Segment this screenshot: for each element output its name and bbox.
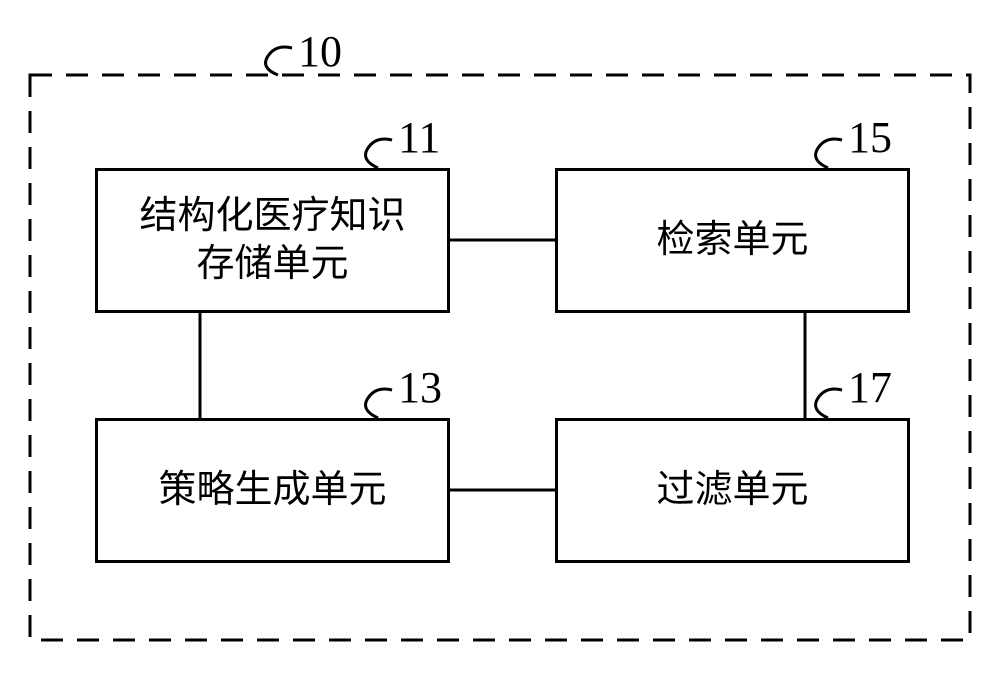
ref-label-17: 17 — [848, 362, 892, 413]
ref-label-11: 11 — [398, 112, 440, 163]
box-13-label: 策略生成单元 — [158, 467, 386, 515]
box-13-strategy-unit: 策略生成单元 — [95, 418, 450, 563]
ref-label-13: 13 — [398, 362, 442, 413]
box-15-retrieval-unit: 检索单元 — [555, 168, 910, 313]
lead-10 — [266, 47, 292, 75]
diagram-canvas: 结构化医疗知识 存储单元 检索单元 策略生成单元 过滤单元 10 11 15 1… — [0, 0, 1000, 675]
box-11-storage-unit: 结构化医疗知识 存储单元 — [95, 168, 450, 313]
lead-11 — [366, 139, 392, 168]
box-17-filter-unit: 过滤单元 — [555, 418, 910, 563]
ref-label-10: 10 — [298, 26, 342, 77]
box-15-label: 检索单元 — [656, 217, 808, 265]
lead-15 — [816, 139, 842, 168]
ref-label-15: 15 — [848, 112, 892, 163]
lead-13 — [366, 389, 392, 418]
box-17-label: 过滤单元 — [656, 467, 808, 515]
svg-layer — [0, 0, 1000, 675]
box-11-label: 结构化医疗知识 存储单元 — [139, 193, 405, 288]
lead-17 — [816, 389, 842, 418]
